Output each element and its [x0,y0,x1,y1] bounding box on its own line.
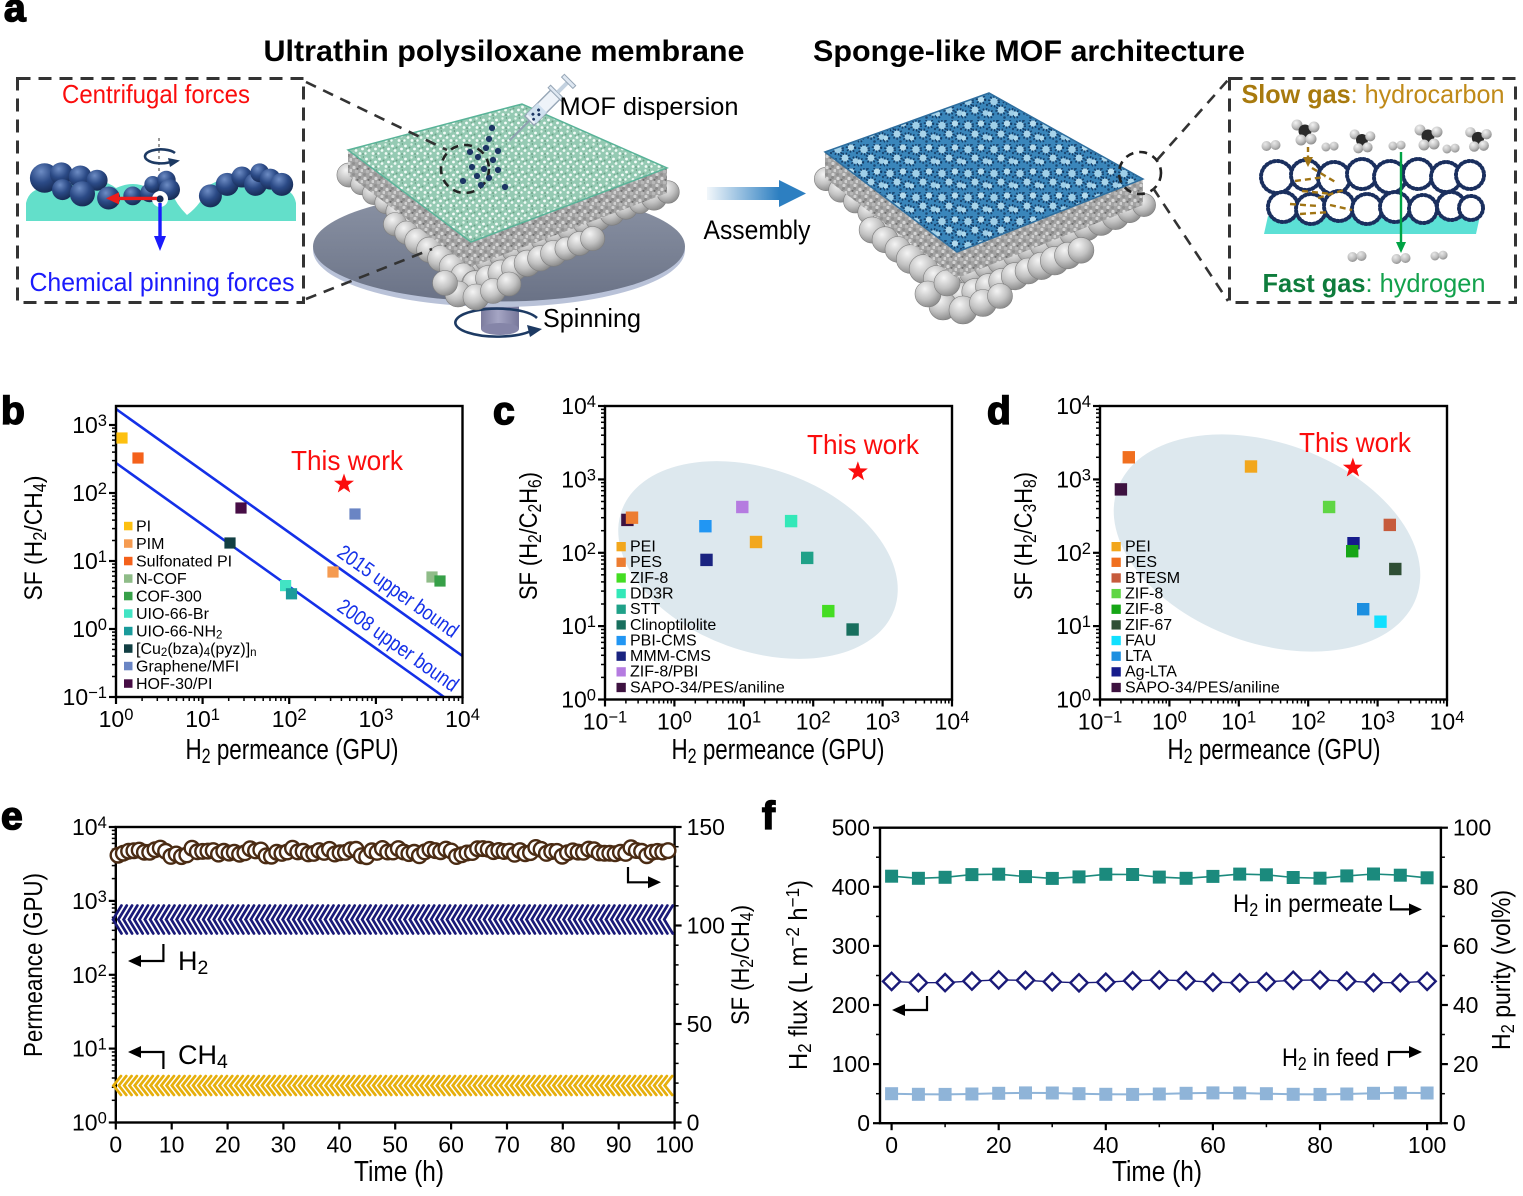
svg-text:20: 20 [986,1132,1012,1158]
svg-text:DD3R: DD3R [630,585,674,602]
svg-text:0: 0 [687,1110,700,1136]
svg-text:80: 80 [550,1132,576,1158]
svg-text:N-COF: N-COF [136,571,187,588]
svg-text:PBI-CMS: PBI-CMS [630,632,697,649]
svg-text:ZIF-8: ZIF-8 [1125,601,1163,618]
svg-text:This work: This work [291,445,404,476]
svg-text:H2 in permeate: H2 in permeate [1233,890,1383,920]
svg-text:103: 103 [72,411,107,438]
svg-text:40: 40 [1093,1132,1119,1158]
svg-text:a: a [4,0,26,30]
svg-text:10: 10 [159,1132,185,1158]
svg-text:Chemical pinning forces: Chemical pinning forces [30,267,295,297]
svg-text:ZIF-67: ZIF-67 [1125,617,1172,634]
svg-text:d: d [987,390,1011,433]
svg-text:b: b [1,390,25,433]
svg-text:100: 100 [655,1132,693,1158]
svg-text:PES: PES [630,554,662,571]
svg-text:Centrifugal forces: Centrifugal forces [62,79,250,109]
svg-text:H2 purity (vol%): H2 purity (vol%) [1486,890,1518,1050]
svg-text:PI: PI [136,518,151,535]
svg-text:100: 100 [1453,815,1491,841]
svg-text:0: 0 [857,1110,870,1136]
svg-text:Clinoptilolite: Clinoptilolite [630,617,716,634]
svg-text:HOF-30/PI: HOF-30/PI [136,676,212,693]
svg-text:104: 104 [1430,708,1465,735]
svg-text:This work: This work [1299,427,1412,458]
svg-text:Slow gas: hydrocarbon: Slow gas: hydrocarbon [1242,79,1505,109]
svg-text:70: 70 [494,1132,520,1158]
svg-text:Ultrathin polysiloxane membran: Ultrathin polysiloxane membrane [264,35,745,68]
svg-text:50: 50 [687,1011,713,1037]
svg-text:PEI: PEI [630,539,656,556]
svg-text:ZIF-8: ZIF-8 [630,570,668,587]
svg-text:PES: PES [1125,554,1157,571]
svg-text:100: 100 [1408,1132,1446,1158]
svg-text:40: 40 [1453,992,1479,1018]
svg-text:40: 40 [327,1132,353,1158]
svg-text:102: 102 [796,708,831,735]
svg-text:c: c [493,390,515,433]
svg-text:0: 0 [1453,1110,1466,1136]
svg-text:COF-300: COF-300 [136,588,202,605]
svg-text:PIM: PIM [136,536,164,553]
svg-text:STT: STT [630,601,660,618]
svg-text:This work: This work [807,429,920,460]
svg-text:60: 60 [1453,933,1479,959]
svg-text:300: 300 [832,933,870,959]
svg-text:100: 100 [687,913,725,939]
svg-text:H2 permeance (GPU): H2 permeance (GPU) [672,734,885,768]
svg-text:H2 flux (L m−2 h−1): H2 flux (L m−2 h−1) [782,880,814,1070]
svg-text:Graphene/MFI: Graphene/MFI [136,658,239,675]
svg-text:FAU: FAU [1125,632,1156,649]
svg-text:LTA: LTA [1125,648,1152,665]
svg-text:ZIF-8: ZIF-8 [1125,585,1163,602]
svg-text:PEI: PEI [1125,539,1151,556]
svg-text:400: 400 [832,874,870,900]
svg-text:f: f [762,795,776,838]
svg-text:80: 80 [1307,1132,1333,1158]
svg-text:0: 0 [885,1132,898,1158]
svg-text:Time (h): Time (h) [354,1156,444,1188]
svg-text:H2 permeance (GPU): H2 permeance (GPU) [1168,734,1381,768]
svg-text:[Cu2(bza)4(pyz)]n: [Cu2(bza)4(pyz)]n [136,641,257,659]
svg-text:BTESM: BTESM [1125,570,1180,587]
svg-text:200: 200 [832,992,870,1018]
svg-text:20: 20 [215,1132,241,1158]
svg-text:Fast gas: hydrogen: Fast gas: hydrogen [1263,268,1486,298]
svg-text:104: 104 [1056,392,1091,419]
svg-text:e: e [1,795,23,838]
svg-text:Ag-LTA: Ag-LTA [1125,664,1177,681]
svg-text:103: 103 [359,705,394,732]
svg-text:MMM-CMS: MMM-CMS [630,648,711,665]
svg-text:150: 150 [687,814,725,840]
svg-text:Sulfonated PI: Sulfonated PI [136,553,232,570]
svg-text:H2 permeance (GPU): H2 permeance (GPU) [186,734,399,768]
svg-text:Spinning: Spinning [543,303,641,333]
svg-text:100: 100 [832,1051,870,1077]
svg-text:UIO-66-Br: UIO-66-Br [136,606,210,623]
svg-text:80: 80 [1453,874,1479,900]
svg-text:50: 50 [382,1132,408,1158]
svg-text:0: 0 [109,1132,122,1158]
svg-text:Sponge-like MOF architecture: Sponge-like MOF architecture [813,35,1245,68]
svg-text:30: 30 [271,1132,297,1158]
svg-text:500: 500 [832,815,870,841]
svg-text:SAPO-34/PES/aniline: SAPO-34/PES/aniline [630,679,785,696]
svg-text:SF (H2/C3H8): SF (H2/C3H8) [1010,472,1040,600]
svg-text:MOF dispersion: MOF dispersion [560,93,739,121]
svg-text:ZIF-8/PBI: ZIF-8/PBI [630,664,698,681]
svg-text:60: 60 [438,1132,464,1158]
svg-text:SAPO-34/PES/aniline: SAPO-34/PES/aniline [1125,679,1280,696]
svg-text:UIO-66-NH2: UIO-66-NH2 [136,623,222,641]
svg-text:20: 20 [1453,1051,1479,1077]
svg-text:60: 60 [1200,1132,1226,1158]
svg-text:Assembly: Assembly [704,215,811,245]
svg-text:Permeance (GPU): Permeance (GPU) [18,873,48,1057]
svg-text:Time (h): Time (h) [1112,1156,1202,1188]
svg-text:90: 90 [606,1132,632,1158]
svg-text:H2 in feed: H2 in feed [1282,1044,1379,1074]
